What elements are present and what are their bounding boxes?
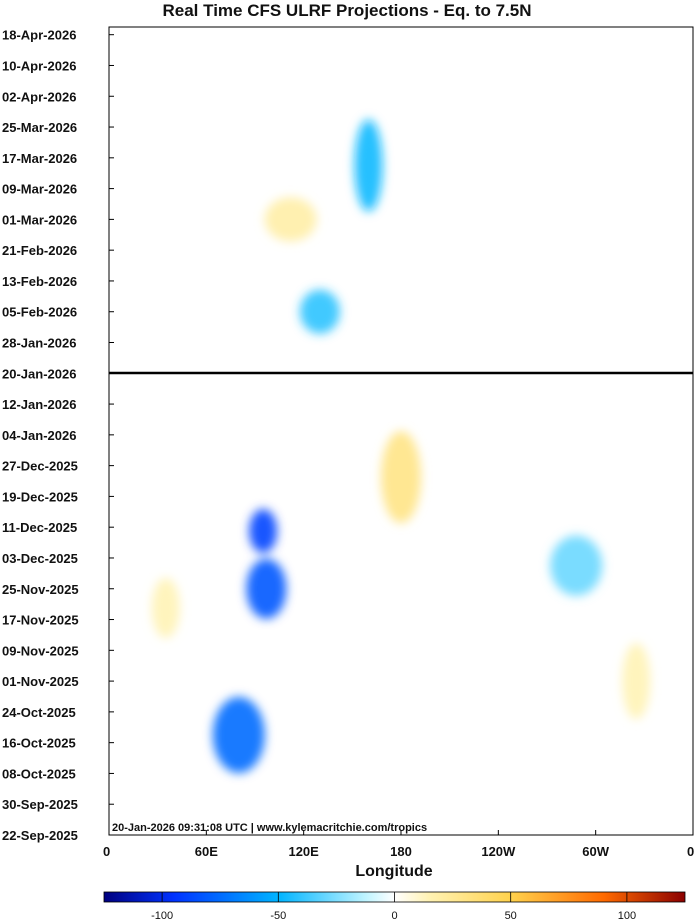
heatmap-field <box>151 119 651 773</box>
y-tick-label: 01-Nov-2025 <box>2 674 79 689</box>
x-tick-label: 0 <box>687 844 694 859</box>
heatmap-feature <box>249 509 278 554</box>
y-tick-label: 28-Jan-2026 <box>2 336 76 351</box>
x-tick-label: 60E <box>195 844 218 859</box>
y-tick-label: 09-Mar-2026 <box>2 182 77 197</box>
y-tick-label: 27-Dec-2025 <box>2 459 78 474</box>
y-tick-label: 17-Mar-2026 <box>2 151 77 166</box>
colorbar-ticks: -100 -50 0 50 100 <box>151 892 636 921</box>
chart-title: Real Time CFS ULRF Projections - Eq. to … <box>162 1 531 20</box>
colorbar-tick-label: -50 <box>270 910 286 921</box>
heatmap-feature <box>246 558 287 619</box>
y-tick-label: 10-Apr-2026 <box>2 58 76 73</box>
plot-background <box>109 27 693 835</box>
colorbar-tick-label: 0 <box>391 910 397 921</box>
y-tick-label: 13-Feb-2026 <box>2 274 77 289</box>
heatmap-feature <box>151 577 180 638</box>
y-tick-label: 24-Oct-2025 <box>2 705 76 720</box>
y-tick-label: 09-Nov-2025 <box>2 643 79 658</box>
y-tick-label: 08-Oct-2025 <box>2 766 76 781</box>
colorbar-tick-label: 50 <box>505 910 517 921</box>
heatmap-feature <box>354 119 383 212</box>
heatmap-feature <box>264 197 317 242</box>
y-tick-label: 02-Apr-2026 <box>2 89 76 104</box>
y-tick-label: 11-Dec-2025 <box>2 520 77 535</box>
x-axis: 0 60E 120E 180 120W 60W 0 <box>103 830 694 859</box>
y-tick-label: 18-Apr-2026 <box>2 28 76 43</box>
y-tick-label: 05-Feb-2026 <box>2 305 77 320</box>
y-tick-label: 17-Nov-2025 <box>2 613 79 628</box>
y-tick-label: 25-Nov-2025 <box>2 582 79 597</box>
y-tick-label: 12-Jan-2026 <box>2 397 76 412</box>
x-tick-label: 180 <box>390 844 412 859</box>
y-tick-label: 21-Feb-2026 <box>2 243 77 258</box>
y-tick-label: 04-Jan-2026 <box>2 428 76 443</box>
x-tick-label: 120W <box>481 844 516 859</box>
y-tick-label: 16-Oct-2025 <box>2 736 76 751</box>
y-tick-label: 19-Dec-2025 <box>2 489 78 504</box>
y-axis: 18-Apr-2026 10-Apr-2026 02-Apr-2026 25-Mar-… <box>2 28 114 843</box>
y-tick-label: 22-Sep-2025 <box>2 828 78 843</box>
y-tick-label: 01-Mar-2026 <box>2 212 77 227</box>
heatmap-feature <box>299 289 340 334</box>
x-tick-label: 60W <box>582 844 609 859</box>
x-axis-label: Longitude <box>355 863 432 880</box>
y-tick-label: 25-Mar-2026 <box>2 120 77 135</box>
heatmap-feature <box>212 696 265 773</box>
heatmap-feature <box>622 643 651 720</box>
colorbar-tick-label: -100 <box>151 910 173 921</box>
y-tick-label: 03-Dec-2025 <box>2 551 78 566</box>
x-tick-label: 0 <box>103 844 110 859</box>
timestamp-annotation: 20-Jan-2026 09:31:08 UTC | www.kylemacri… <box>112 822 427 834</box>
heatmap-feature <box>381 431 421 524</box>
colorbar-tick-label: 100 <box>618 910 636 921</box>
heatmap-feature <box>550 535 603 596</box>
y-tick-label: 20-Jan-2026 <box>2 366 76 381</box>
x-tick-label: 120E <box>288 844 319 859</box>
y-tick-label: 30-Sep-2025 <box>2 797 78 812</box>
